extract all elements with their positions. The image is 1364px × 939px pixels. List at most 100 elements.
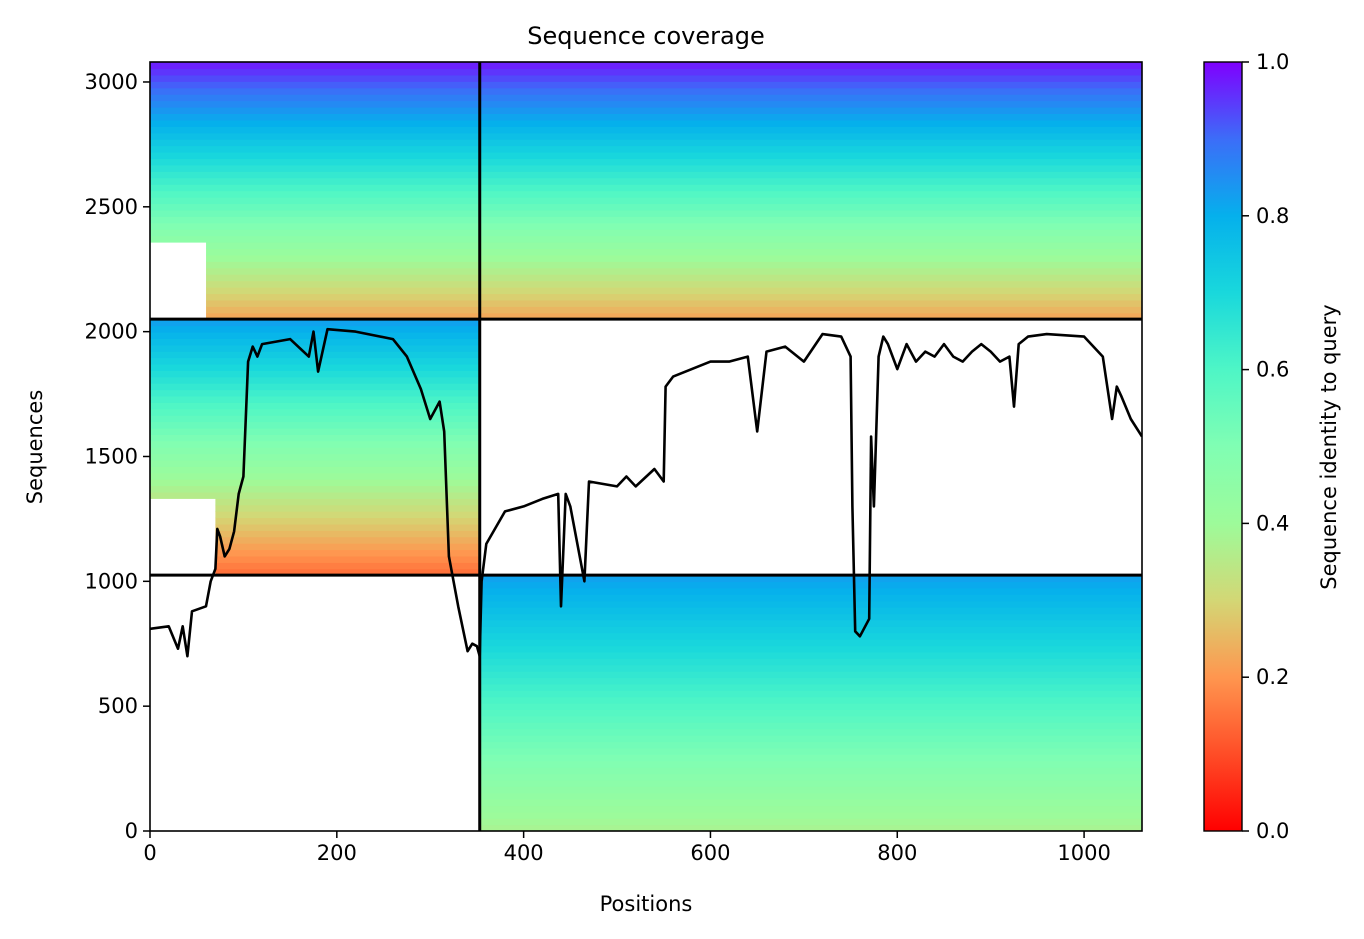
x-tick-label: 600 bbox=[690, 841, 730, 865]
plot-frame bbox=[149, 61, 1143, 832]
heatmap-band bbox=[150, 203, 480, 211]
heatmap-band bbox=[479, 773, 1142, 781]
heatmap-band bbox=[479, 690, 1142, 698]
heatmap-band bbox=[150, 479, 480, 487]
heatmap-band bbox=[479, 645, 1142, 653]
heatmap-band bbox=[479, 594, 1142, 602]
colorbar bbox=[1203, 61, 1243, 832]
heatmap-band bbox=[150, 113, 480, 121]
heatmap-band bbox=[479, 818, 1142, 826]
heatmap-band bbox=[150, 453, 480, 461]
y-tick-label: 0 bbox=[125, 819, 138, 843]
heatmap-band bbox=[150, 74, 480, 82]
heatmap-band bbox=[215, 504, 480, 512]
heatmap-band bbox=[215, 523, 480, 531]
heatmap-band bbox=[215, 511, 480, 519]
heatmap-band bbox=[479, 299, 1142, 307]
heatmap-band bbox=[479, 274, 1142, 282]
colorbar-tick-label: 0.8 bbox=[1256, 204, 1289, 228]
heatmap-band bbox=[479, 799, 1142, 807]
heatmap-band bbox=[479, 293, 1142, 301]
heatmap-band bbox=[215, 562, 480, 570]
heatmap-band bbox=[150, 107, 480, 115]
heatmap-band bbox=[479, 164, 1142, 172]
heatmap-band bbox=[479, 792, 1142, 800]
y-tick-label: 500 bbox=[98, 694, 138, 718]
heatmap-band bbox=[479, 805, 1142, 813]
heatmap-band bbox=[150, 190, 480, 198]
coverage-line bbox=[150, 327, 1142, 658]
heatmap-band bbox=[479, 235, 1142, 243]
heatmap-band bbox=[150, 440, 480, 448]
heatmap-band bbox=[479, 229, 1142, 237]
heatmap-band bbox=[150, 132, 480, 140]
heatmap-band bbox=[479, 248, 1142, 256]
heatmap-band bbox=[206, 312, 480, 320]
colorbar-tick-label: 0.0 bbox=[1256, 819, 1289, 843]
heatmap-band bbox=[479, 267, 1142, 275]
heatmap-band bbox=[150, 197, 480, 205]
heatmap-band bbox=[150, 87, 480, 95]
heatmap-band bbox=[150, 370, 480, 378]
x-tick-label: 1000 bbox=[1057, 841, 1110, 865]
heatmap-band bbox=[479, 126, 1142, 134]
heatmap-band bbox=[206, 299, 480, 307]
heatmap-band bbox=[479, 280, 1142, 288]
heatmap-band bbox=[150, 139, 480, 147]
heatmap-band bbox=[150, 229, 480, 237]
heatmap-band bbox=[479, 779, 1142, 787]
heatmap-band bbox=[479, 87, 1142, 95]
heatmap-band bbox=[479, 760, 1142, 768]
x-tick-label: 800 bbox=[877, 841, 917, 865]
heatmap-band bbox=[150, 171, 480, 179]
x-tick-label: 400 bbox=[504, 841, 544, 865]
divider-lines bbox=[150, 62, 1142, 831]
heatmap-band bbox=[215, 549, 480, 557]
heatmap-band bbox=[479, 145, 1142, 153]
y-tick-label: 1500 bbox=[85, 444, 138, 468]
heatmap-band bbox=[150, 216, 480, 224]
heatmap-band bbox=[150, 383, 480, 391]
heatmap-band bbox=[150, 325, 480, 333]
heatmap-band bbox=[479, 171, 1142, 179]
heatmap-band bbox=[479, 703, 1142, 711]
heatmap-band bbox=[479, 811, 1142, 819]
heatmap-band bbox=[150, 177, 480, 185]
heatmap-band bbox=[215, 517, 480, 525]
heatmap-band bbox=[479, 658, 1142, 666]
heatmap-band bbox=[479, 216, 1142, 224]
heatmap-band bbox=[479, 254, 1142, 262]
heatmap-band bbox=[479, 613, 1142, 621]
heatmap-band bbox=[479, 197, 1142, 205]
heatmap-band bbox=[479, 651, 1142, 659]
heatmap-band bbox=[479, 709, 1142, 717]
heatmap-band bbox=[150, 363, 480, 371]
heatmap-band bbox=[479, 242, 1142, 250]
heatmap-band bbox=[150, 472, 480, 480]
heatmap-band bbox=[479, 68, 1142, 76]
heatmap-band bbox=[150, 164, 480, 172]
heatmap-band bbox=[150, 81, 480, 89]
heatmap-block-1 bbox=[479, 62, 1142, 320]
heatmap-band bbox=[479, 619, 1142, 627]
heatmap-band bbox=[215, 555, 480, 563]
colorbar-label: Sequence identity to query bbox=[1317, 304, 1341, 589]
colorbar-tick-label: 1.0 bbox=[1256, 50, 1289, 74]
heatmap-band bbox=[206, 248, 480, 256]
heatmap-band bbox=[479, 306, 1142, 314]
heatmap-band bbox=[479, 100, 1142, 108]
heatmap-band bbox=[206, 293, 480, 301]
heatmap-band bbox=[479, 632, 1142, 640]
heatmap-band bbox=[479, 671, 1142, 679]
heatmap-band bbox=[479, 184, 1142, 192]
heatmap-band bbox=[150, 389, 480, 397]
heatmap-band bbox=[150, 126, 480, 134]
heatmap-band bbox=[206, 267, 480, 275]
heatmap-band bbox=[215, 568, 480, 576]
heatmap-band bbox=[479, 74, 1142, 82]
colorbar-tick-label: 0.4 bbox=[1256, 511, 1289, 535]
heatmap-band bbox=[150, 319, 480, 327]
heatmap-band bbox=[215, 536, 480, 544]
heatmap-band bbox=[150, 222, 480, 230]
y-axis-ticks: 0 500 1000 1500 2000 2500 3000 bbox=[85, 70, 150, 843]
